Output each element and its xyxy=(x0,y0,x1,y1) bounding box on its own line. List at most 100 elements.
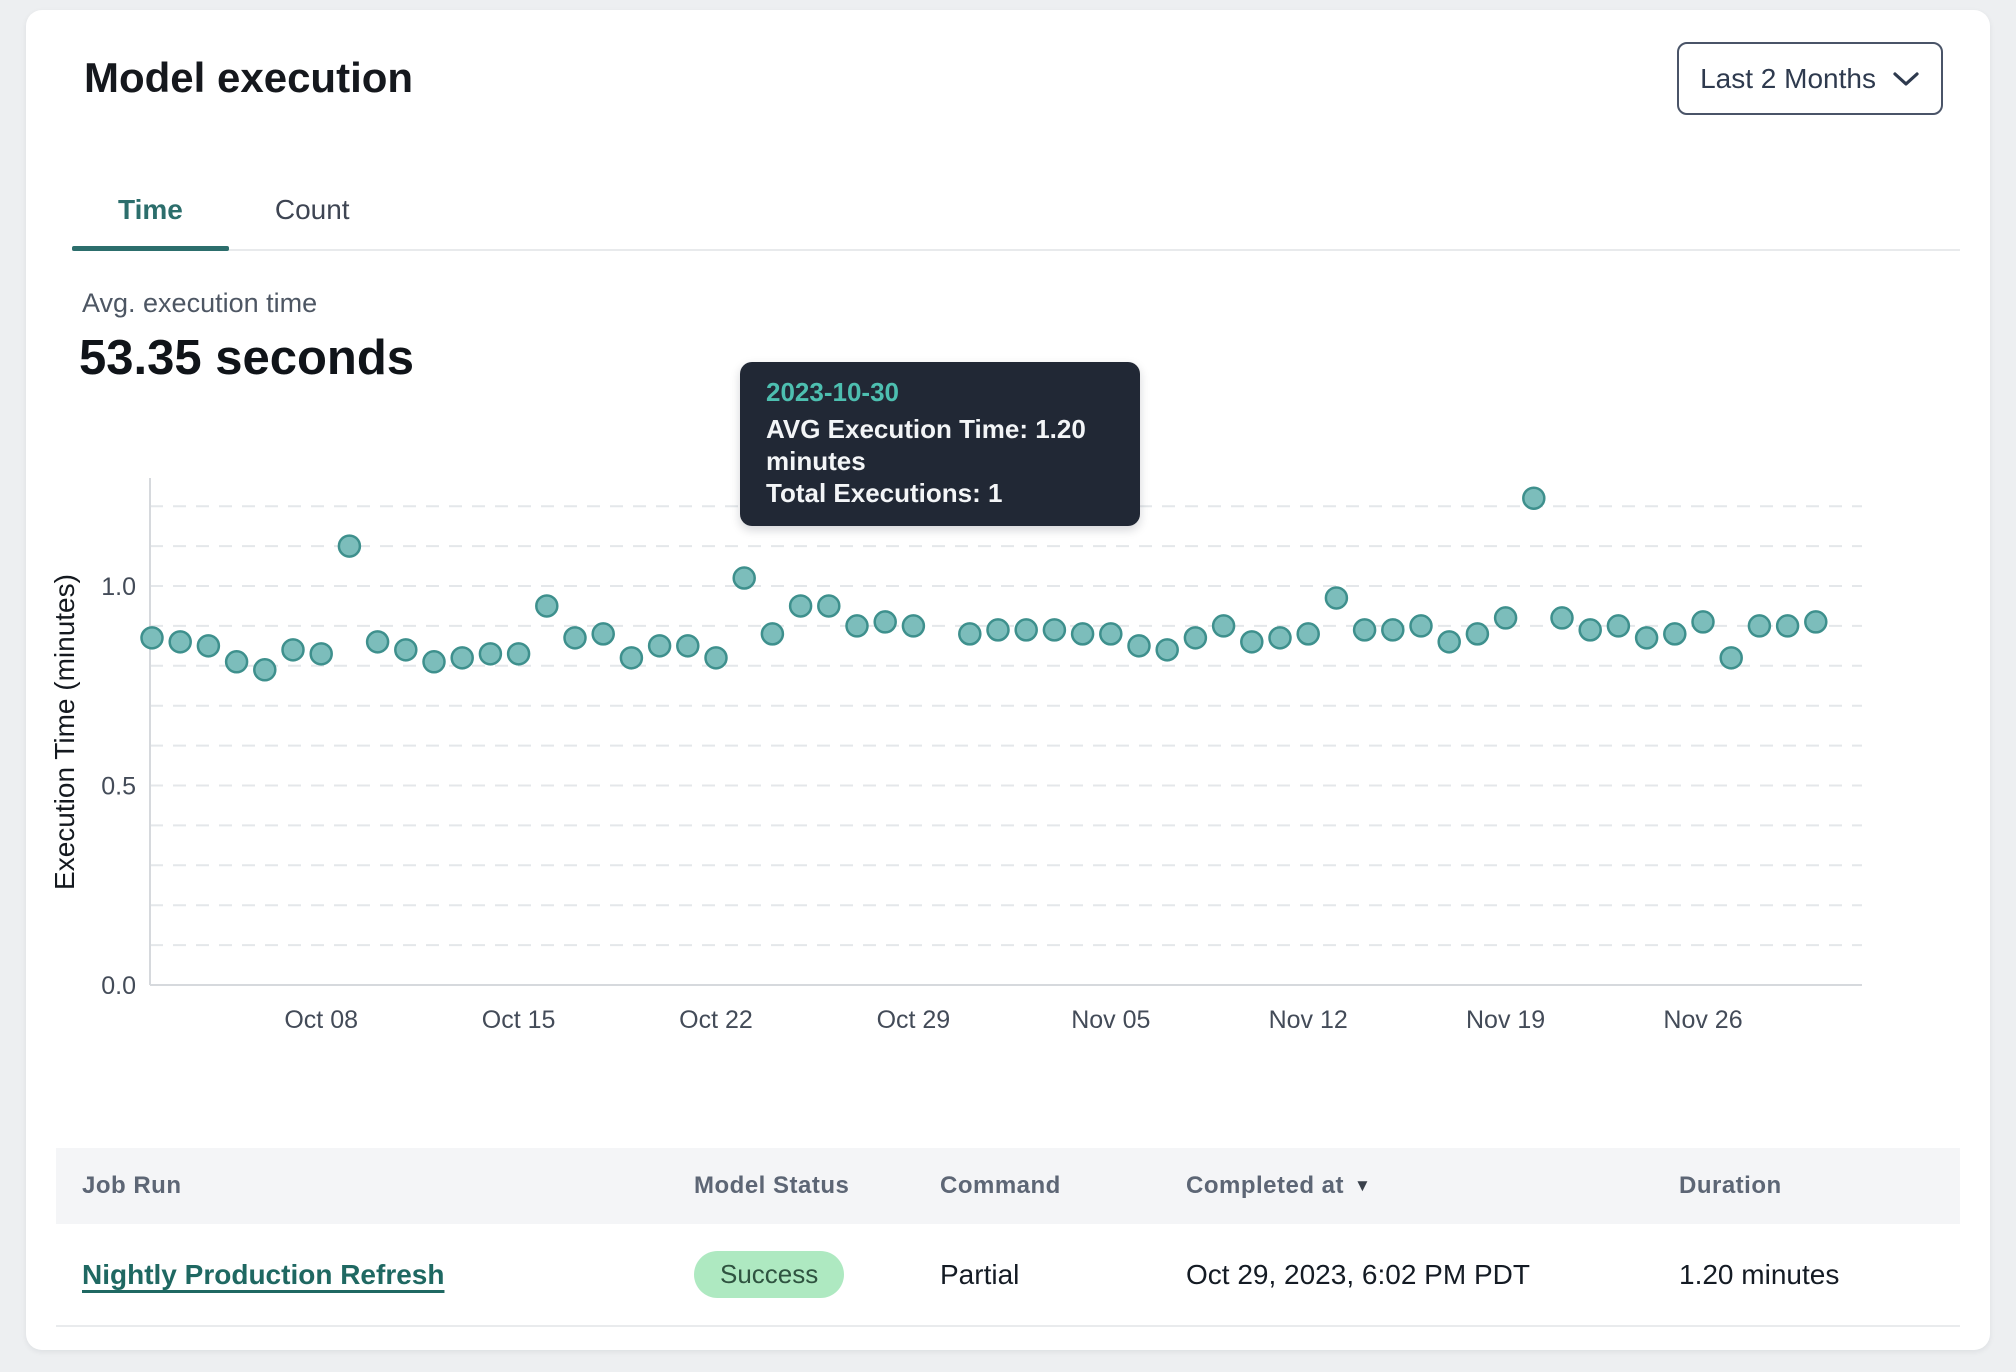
chart-tooltip: 2023-10-30 AVG Execution Time: 1.20 minu… xyxy=(740,362,1140,526)
data-point[interactable] xyxy=(140,626,164,650)
sort-descending-icon[interactable]: ▼ xyxy=(1354,1176,1372,1195)
data-point[interactable] xyxy=(1747,614,1772,638)
y-axis-title: Execution Time (minutes) xyxy=(49,574,80,890)
tab-count[interactable]: Count xyxy=(274,193,350,225)
data-point[interactable] xyxy=(986,618,1010,642)
avg-execution-time-value: 53.35 seconds xyxy=(79,331,415,385)
column-header-model-status[interactable]: Model Status xyxy=(694,1172,850,1199)
data-point[interactable] xyxy=(1099,622,1123,646)
data-point[interactable] xyxy=(1014,618,1038,642)
data-point[interactable] xyxy=(760,622,785,646)
x-tick-label: Nov 26 xyxy=(1663,1006,1742,1034)
scatter-plot[interactable]: 0.0 0.5 1.0 Oct 08 Oct 15 Oct 22 Oct 29 Nov 05 N… xyxy=(40,430,1920,1080)
data-point[interactable] xyxy=(1211,614,1236,638)
data-point[interactable] xyxy=(1775,614,1800,638)
data-point[interactable] xyxy=(732,566,756,590)
data-point[interactable] xyxy=(1437,630,1461,654)
tooltip-total-executions: Total Executions: 1 xyxy=(766,478,1003,508)
status-badge: Success xyxy=(694,1251,845,1298)
y-tick-label: 1.0 xyxy=(101,573,136,601)
data-point[interactable] xyxy=(1381,618,1405,642)
job-run-link[interactable]: Nightly Production Refresh xyxy=(82,1258,445,1290)
x-tick-label: Oct 08 xyxy=(284,1006,358,1034)
column-header-duration[interactable]: Duration xyxy=(1679,1172,1782,1199)
y-tick-label: 0.0 xyxy=(101,972,136,1000)
data-point[interactable] xyxy=(1183,626,1208,650)
execution-time-chart[interactable]: 0.0 0.5 1.0 Oct 08 Oct 15 Oct 22 Oct 29 Nov 05 N… xyxy=(40,430,1920,1080)
x-tick-label: Nov 12 xyxy=(1269,1006,1348,1034)
data-point[interactable] xyxy=(168,630,192,654)
tab-time[interactable]: Time xyxy=(72,170,229,251)
data-point[interactable] xyxy=(958,622,982,646)
data-point[interactable] xyxy=(196,634,221,658)
data-point[interactable] xyxy=(1324,586,1349,610)
data-point[interactable] xyxy=(1522,486,1546,510)
data-point[interactable] xyxy=(1465,622,1490,646)
data-point[interactable] xyxy=(1606,614,1631,638)
data-point[interactable] xyxy=(1409,614,1433,638)
data-point[interactable] xyxy=(817,594,841,618)
data-point[interactable] xyxy=(1268,626,1292,650)
table-row: Nightly Production Refresh Success Parti… xyxy=(56,1224,1960,1327)
table-header: Job Run Model Status Command Completed a… xyxy=(56,1148,1960,1224)
data-point[interactable] xyxy=(1296,622,1320,646)
data-point[interactable] xyxy=(1070,622,1095,646)
data-point[interactable] xyxy=(788,594,813,618)
x-tick-label: Oct 29 xyxy=(877,1006,951,1034)
data-point[interactable] xyxy=(1493,606,1518,630)
data-point[interactable] xyxy=(1155,638,1179,662)
data-point[interactable] xyxy=(535,594,559,618)
x-tick-label: Oct 22 xyxy=(679,1006,753,1034)
tooltip-avg-execution-time: AVG Execution Time: 1.20 minutes xyxy=(766,414,1086,476)
job-run-cell: Nightly Production Refresh xyxy=(82,1259,694,1291)
data-point[interactable] xyxy=(365,630,390,654)
data-point[interactable] xyxy=(394,638,418,662)
duration-cell: 1.20 minutes xyxy=(1679,1258,1840,1290)
data-point[interactable] xyxy=(647,634,672,658)
data-point[interactable] xyxy=(1691,610,1715,634)
data-point[interactable] xyxy=(1550,606,1574,630)
data-point[interactable] xyxy=(224,650,249,674)
data-point[interactable] xyxy=(1240,630,1264,654)
y-tick-label: 0.5 xyxy=(101,773,136,801)
data-point[interactable] xyxy=(1352,618,1377,642)
x-tick-label: Oct 15 xyxy=(482,1006,556,1034)
data-point[interactable] xyxy=(1719,646,1743,670)
data-point[interactable] xyxy=(422,650,446,674)
column-header-completed-at[interactable]: Completed at ▼ xyxy=(1186,1172,1372,1199)
data-point[interactable] xyxy=(1042,618,1067,642)
data-point[interactable] xyxy=(1127,634,1151,658)
data-point[interactable] xyxy=(1578,618,1602,642)
date-range-value: Last 2 Months xyxy=(1700,62,1876,94)
data-point[interactable] xyxy=(337,534,362,558)
data-point[interactable] xyxy=(506,642,531,666)
chevron-down-icon xyxy=(1893,71,1919,86)
data-point[interactable] xyxy=(309,642,333,666)
x-tick-label: Nov 19 xyxy=(1466,1006,1545,1034)
data-point[interactable] xyxy=(901,614,926,638)
data-point[interactable] xyxy=(619,646,644,670)
column-header-job-run[interactable]: Job Run xyxy=(82,1172,182,1199)
tooltip-date: 2023-10-30 xyxy=(766,377,899,407)
data-point[interactable] xyxy=(704,646,728,670)
chart-tabs: Time Count xyxy=(72,170,1960,251)
model-execution-card: Model execution Last 2 Months Time Count… xyxy=(26,10,1990,1350)
data-point[interactable] xyxy=(1663,622,1687,646)
data-point[interactable] xyxy=(1634,626,1659,650)
data-point[interactable] xyxy=(1804,610,1828,634)
data-point[interactable] xyxy=(873,610,897,634)
data-point[interactable] xyxy=(450,646,474,670)
completed-at-cell: Oct 29, 2023, 6:02 PM PDT xyxy=(1186,1258,1530,1290)
date-range-dropdown[interactable]: Last 2 Months xyxy=(1677,42,1943,115)
data-point[interactable] xyxy=(478,642,503,666)
command-cell: Partial xyxy=(940,1258,1020,1290)
data-point[interactable] xyxy=(253,658,277,682)
column-header-command[interactable]: Command xyxy=(940,1172,1061,1199)
page-title: Model execution xyxy=(84,54,414,101)
data-point[interactable] xyxy=(845,614,869,638)
data-point[interactable] xyxy=(591,622,615,646)
data-point[interactable] xyxy=(281,638,305,662)
data-point[interactable] xyxy=(563,626,587,650)
data-point[interactable] xyxy=(676,634,700,658)
